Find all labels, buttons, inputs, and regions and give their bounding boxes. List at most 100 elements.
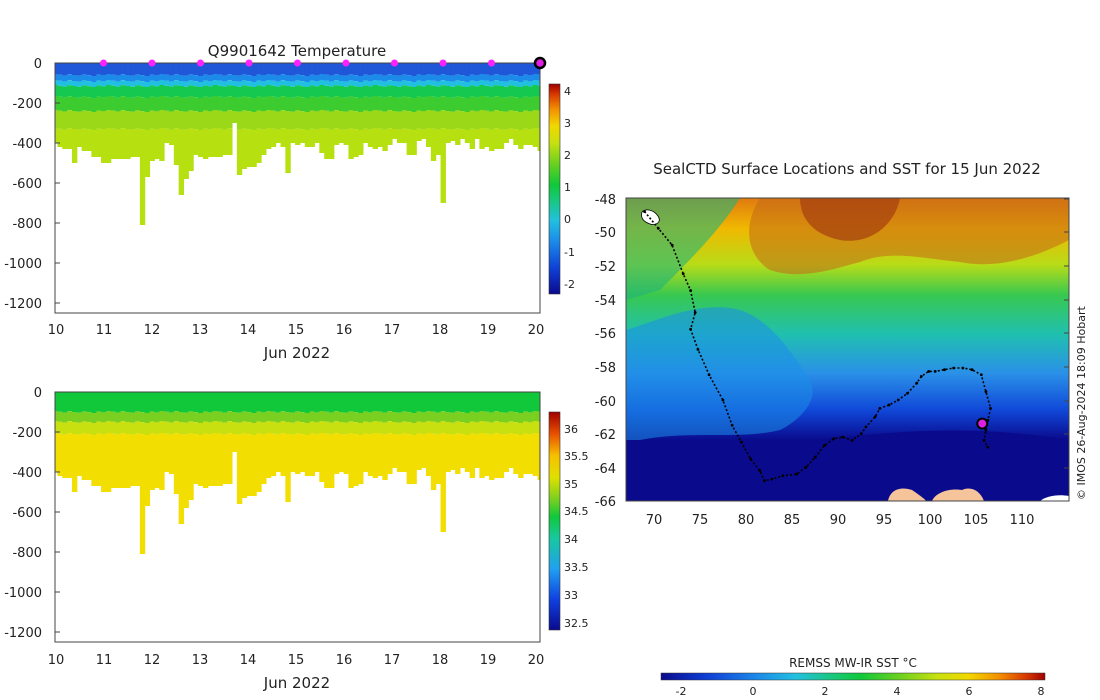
salinity-cell	[338, 392, 345, 412]
temperature-cell	[489, 129, 495, 151]
salinity-cell	[440, 411, 446, 422]
x-tick-label: 13	[192, 323, 209, 338]
temperature-cell	[270, 80, 277, 86]
salinity-cell	[493, 411, 500, 422]
salinity-cell	[115, 434, 121, 488]
temperature-cell	[508, 110, 514, 129]
temperature-cell	[358, 98, 364, 112]
colorbar-tick: 3	[564, 117, 571, 130]
salinity-cell	[387, 392, 393, 412]
temperature-cell	[110, 110, 117, 129]
temperature-cell	[101, 86, 107, 98]
track-point	[832, 437, 836, 441]
sst-colorbar-tick: 0	[750, 685, 757, 698]
salinity-cell	[265, 411, 272, 421]
temperature-cell	[168, 75, 175, 82]
temperature-cell	[430, 74, 437, 81]
temperature-cell	[382, 111, 388, 130]
salinity-cell	[295, 411, 301, 422]
temperature-cell	[110, 74, 117, 81]
temperature-cell	[164, 80, 170, 86]
temperature-cell	[261, 86, 267, 98]
temperature-cell	[232, 75, 238, 81]
temperature-cell	[304, 87, 311, 98]
salinity-cell	[101, 434, 107, 492]
temperature-cell	[396, 81, 403, 87]
temperature-cell	[426, 110, 432, 128]
salinity-cell	[130, 434, 136, 486]
temperature-cell	[508, 85, 514, 97]
salinity-cell	[159, 411, 165, 421]
temperature-cell	[81, 80, 88, 86]
salinity-cell	[503, 412, 509, 423]
temperature-cell	[105, 96, 112, 110]
temperature-cell	[57, 96, 63, 111]
temperature-cell	[353, 86, 359, 98]
temperature-cell	[295, 96, 301, 111]
salinity-cell	[280, 411, 286, 422]
temperature-cell	[493, 96, 500, 111]
salinity-cell	[508, 421, 514, 434]
salinity-cell	[62, 422, 68, 435]
temperature-cell	[377, 96, 383, 111]
salinity-cell	[358, 392, 364, 413]
salinity-cell	[392, 412, 398, 422]
temperature-cell	[173, 74, 180, 81]
salinity-cell	[464, 423, 471, 435]
temperature-cell	[508, 74, 514, 81]
temperature-cell	[498, 97, 505, 111]
temperature-cell	[445, 111, 451, 129]
temperature-cell	[178, 81, 185, 86]
temperature-cell	[518, 82, 524, 87]
x-tick-label: 19	[480, 323, 497, 338]
salinity-cell	[105, 411, 112, 421]
temperature-cell	[101, 97, 107, 112]
temperature-cell	[164, 110, 170, 129]
salinity-cell	[173, 433, 180, 494]
temperature-cell	[348, 85, 354, 97]
temperature-cell	[275, 111, 282, 130]
temperature-cell	[493, 110, 500, 129]
temperature-cell	[76, 63, 83, 76]
temperature-cell	[484, 63, 490, 75]
temperature-cell	[164, 96, 170, 111]
temperature-cell	[120, 85, 126, 97]
temperature-cell	[222, 63, 228, 76]
temperature-cell	[261, 75, 267, 82]
salinity-cell	[498, 392, 505, 412]
temperature-cell	[71, 129, 78, 163]
x-tick-label: 17	[384, 653, 401, 668]
temperature-cell	[110, 96, 117, 111]
track-line	[643, 210, 992, 482]
salinity-cell	[193, 422, 199, 435]
temperature-cell	[290, 81, 296, 87]
temperature-cell	[333, 96, 340, 111]
salinity-cell	[493, 433, 500, 478]
salinity-cell	[212, 411, 218, 421]
temperature-cell	[135, 96, 141, 111]
salinity-cell	[144, 413, 151, 423]
salinity-cell	[241, 433, 248, 498]
salinity-cell	[67, 392, 73, 412]
temperature-cell	[367, 111, 374, 130]
temperature-cell	[139, 75, 146, 82]
surface-marker	[439, 59, 447, 67]
salinity-cell	[333, 421, 340, 434]
x-tick-label: 16	[336, 323, 353, 338]
temperature-cell	[319, 85, 325, 96]
temperature-cell	[382, 75, 388, 82]
temperature-cell	[149, 96, 155, 111]
colorbar-tick: 4	[564, 85, 571, 98]
track-point	[781, 474, 785, 478]
salinity-cell	[416, 421, 422, 434]
y-tick-label: -1000	[4, 257, 42, 272]
temperature-cell	[411, 63, 417, 76]
sst-deep-cold	[626, 430, 1069, 501]
sst-colorbar-tick: 2	[822, 685, 829, 698]
salinity-cell	[343, 422, 349, 435]
temperature-cell	[275, 86, 282, 98]
salinity-cell	[474, 434, 480, 468]
temperature-cell	[125, 111, 131, 129]
salinity-cell	[416, 433, 422, 470]
temperature-cell	[445, 129, 451, 143]
